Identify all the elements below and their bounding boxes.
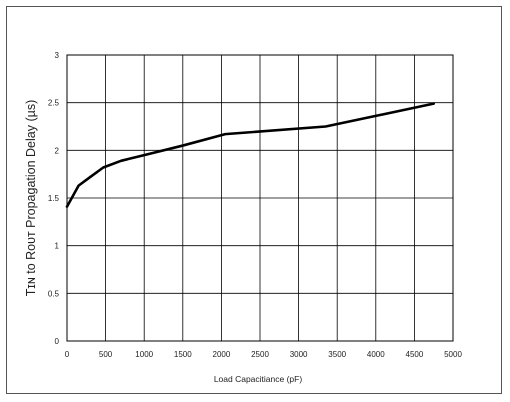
x-tick-label: 2500 — [251, 350, 269, 359]
x-tick-label: 5000 — [444, 350, 462, 359]
y-tick-label: 0 — [55, 337, 60, 346]
tick-labels: 0 500 1000 1500 2000 2500 3000 3500 4000 4500 5000… — [48, 51, 463, 359]
x-tick-label: 1500 — [174, 350, 192, 359]
x-tick-label: 4500 — [406, 350, 424, 359]
chart-frame — [6, 6, 502, 394]
plot-area-border — [66, 54, 454, 342]
y-tick-label: 0.5 — [48, 289, 60, 298]
y-tick-label: 2 — [55, 146, 60, 155]
x-tick-label: 3000 — [290, 350, 308, 359]
x-tick-label: 3500 — [328, 350, 346, 359]
x-axis-title: Load Capacitiance (pF) — [214, 374, 303, 384]
series-layer — [65, 102, 436, 208]
y-axis-title: Tɪɴ to Rᴏᴜᴛ Propagation Delay (µs) — [24, 100, 38, 296]
y-tick-label: 3 — [55, 51, 60, 60]
y-tick-label: 1 — [55, 242, 60, 251]
x-tick-label: 0 — [65, 350, 70, 359]
series-line — [65, 102, 436, 208]
y-tick-label: 2.5 — [48, 99, 60, 108]
y-tick-label: 1.5 — [48, 194, 60, 203]
x-tick-label: 2000 — [213, 350, 231, 359]
x-tick-label: 4000 — [367, 350, 385, 359]
x-tick-label: 1000 — [135, 350, 153, 359]
gridlines — [66, 54, 454, 342]
x-tick-label: 500 — [99, 350, 113, 359]
